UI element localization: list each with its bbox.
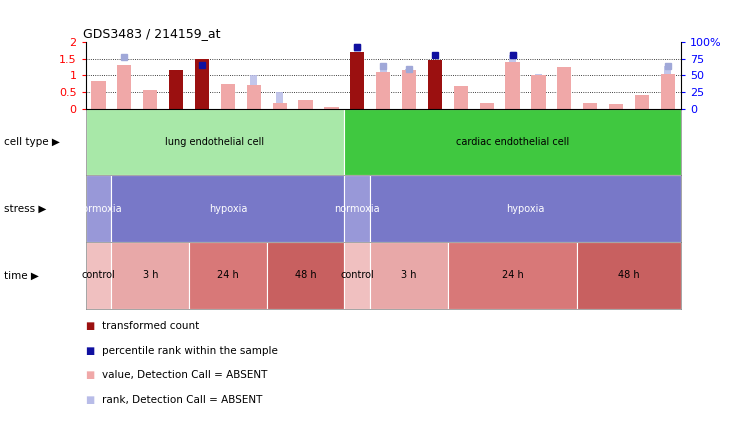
Bar xyxy=(276,92,283,109)
Bar xyxy=(577,242,681,309)
Bar xyxy=(199,66,205,109)
Bar xyxy=(118,66,132,109)
Bar xyxy=(195,59,209,109)
Bar xyxy=(95,84,102,109)
Bar xyxy=(298,100,312,109)
Bar xyxy=(353,47,361,109)
Bar xyxy=(405,70,413,109)
Bar xyxy=(92,82,106,109)
Bar xyxy=(247,85,261,109)
Bar xyxy=(86,175,112,242)
Bar xyxy=(350,52,365,109)
Bar xyxy=(266,242,344,309)
Bar xyxy=(458,95,464,109)
Bar xyxy=(86,109,344,175)
Bar xyxy=(509,56,516,109)
Bar xyxy=(324,107,339,109)
Bar xyxy=(221,84,235,109)
Text: percentile rank within the sample: percentile rank within the sample xyxy=(102,346,278,356)
Text: control: control xyxy=(82,270,115,280)
Bar xyxy=(448,242,577,309)
Bar xyxy=(557,67,571,109)
Bar xyxy=(454,86,468,109)
Bar xyxy=(505,62,519,109)
Bar xyxy=(189,242,266,309)
Text: control: control xyxy=(341,270,374,280)
Bar xyxy=(635,95,649,109)
Text: 3 h: 3 h xyxy=(401,270,417,280)
Text: rank, Detection Call = ABSENT: rank, Detection Call = ABSENT xyxy=(102,395,263,404)
Bar xyxy=(250,75,257,109)
Text: transformed count: transformed count xyxy=(102,321,199,331)
Bar xyxy=(661,74,675,109)
Bar xyxy=(480,103,494,109)
Bar xyxy=(344,109,681,175)
Text: normoxia: normoxia xyxy=(335,204,380,214)
Text: ■: ■ xyxy=(86,321,94,331)
Text: ■: ■ xyxy=(86,346,94,356)
Text: 24 h: 24 h xyxy=(501,270,524,280)
Bar xyxy=(86,242,112,309)
Text: cell type ▶: cell type ▶ xyxy=(4,137,60,147)
Text: value, Detection Call = ABSENT: value, Detection Call = ABSENT xyxy=(102,370,267,380)
Text: normoxia: normoxia xyxy=(76,204,121,214)
Bar xyxy=(609,104,623,109)
Bar xyxy=(272,103,286,109)
Bar xyxy=(531,75,545,109)
Bar xyxy=(112,242,189,309)
Text: hypoxia: hypoxia xyxy=(209,204,247,214)
Bar xyxy=(376,72,391,109)
Text: 24 h: 24 h xyxy=(217,270,239,280)
Bar xyxy=(112,175,344,242)
Text: 3 h: 3 h xyxy=(143,270,158,280)
Bar xyxy=(344,175,371,242)
Text: cardiac endothelial cell: cardiac endothelial cell xyxy=(456,137,569,147)
Bar xyxy=(169,71,183,109)
Bar xyxy=(371,242,448,309)
Bar xyxy=(225,89,231,109)
Bar xyxy=(143,90,158,109)
Bar xyxy=(121,99,128,109)
Text: 48 h: 48 h xyxy=(618,270,640,280)
Text: time ▶: time ▶ xyxy=(4,270,39,280)
Text: GDS3483 / 214159_at: GDS3483 / 214159_at xyxy=(83,27,220,40)
Bar xyxy=(664,66,671,109)
Bar xyxy=(402,71,416,109)
Text: ■: ■ xyxy=(86,395,94,404)
Text: ■: ■ xyxy=(86,370,94,380)
Text: stress ▶: stress ▶ xyxy=(4,204,46,214)
Text: 48 h: 48 h xyxy=(295,270,316,280)
Text: lung endothelial cell: lung endothelial cell xyxy=(165,137,265,147)
Bar xyxy=(371,175,681,242)
Bar xyxy=(535,74,542,109)
Bar xyxy=(344,242,371,309)
Bar xyxy=(583,103,597,109)
Bar xyxy=(379,66,387,109)
Bar xyxy=(428,60,442,109)
Text: hypoxia: hypoxia xyxy=(507,204,545,214)
